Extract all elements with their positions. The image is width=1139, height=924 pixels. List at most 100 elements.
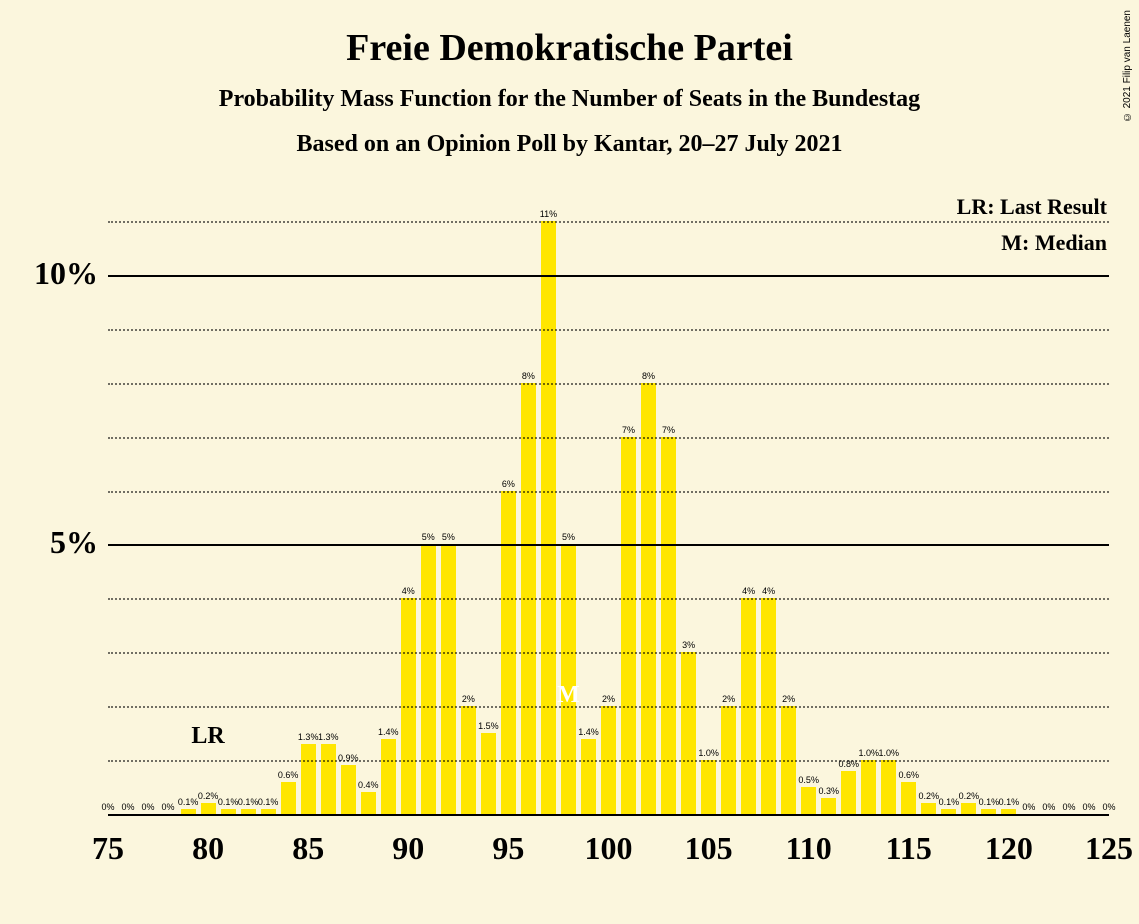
gridline-minor (108, 652, 1109, 654)
bar (381, 739, 396, 814)
bar (821, 798, 836, 814)
chart-subtitle-2: Based on an Opinion Poll by Kantar, 20–2… (0, 131, 1139, 158)
bar-value-label: 1.4% (378, 727, 399, 737)
bar-value-label: 11% (540, 209, 557, 219)
bar-value-label: 1.0% (879, 748, 900, 758)
bar-value-label: 4% (762, 586, 775, 596)
bar-value-label: 0.6% (278, 770, 299, 780)
bar-value-label: 0% (162, 802, 175, 812)
bar-value-label: 0.1% (939, 797, 960, 807)
bar (681, 652, 696, 814)
bar (341, 765, 356, 814)
bar-value-label: 8% (522, 371, 535, 381)
bar-value-label: 3% (682, 640, 695, 650)
bar-value-label: 4% (742, 586, 755, 596)
bar-value-label: 5% (422, 532, 435, 542)
bar-value-label: 0.1% (258, 797, 279, 807)
bar-value-label: 2% (722, 694, 735, 704)
bar-value-label: 2% (602, 694, 615, 704)
bar (581, 739, 596, 814)
bar (441, 544, 456, 814)
y-axis-label: 10% (8, 255, 98, 292)
bar-value-label: 2% (462, 694, 475, 704)
bar-value-label: 7% (622, 425, 635, 435)
bar-value-label: 5% (442, 532, 455, 542)
x-axis-label: 95 (492, 830, 524, 867)
bar-value-label: 8% (642, 371, 655, 381)
bar (421, 544, 436, 814)
bar (621, 437, 636, 814)
x-axis-label: 105 (685, 830, 733, 867)
bar (561, 544, 576, 814)
bar-value-label: 1.4% (578, 727, 599, 737)
chart-title: Freie Demokratische Partei (0, 26, 1139, 70)
x-axis-label: 120 (985, 830, 1033, 867)
bar-value-label: 1.3% (298, 732, 319, 742)
bar-value-label: 1.0% (698, 748, 719, 758)
bar-value-label: 0% (1042, 802, 1055, 812)
copyright-text: © 2021 Filip van Laenen (1122, 10, 1133, 122)
gridline-major (108, 814, 1109, 816)
gridline-minor (108, 329, 1109, 331)
bar-value-label: 0.2% (959, 791, 980, 801)
annotation-median: M (557, 682, 580, 709)
bar-value-label: 6% (502, 479, 515, 489)
x-axis-label: 80 (192, 830, 224, 867)
y-axis-label: 5% (8, 524, 98, 561)
gridline-minor (108, 383, 1109, 385)
bar-value-label: 0% (1022, 802, 1035, 812)
x-axis-label: 125 (1085, 830, 1133, 867)
bar-value-label: 0.2% (198, 791, 219, 801)
bar-value-label: 1.0% (858, 748, 879, 758)
bar-value-label: 0% (1082, 802, 1095, 812)
bars-container: 0%0%0%0%0.1%0.2%0.1%0.1%0.1%0.6%1.3%1.3%… (108, 194, 1109, 814)
bar (841, 771, 856, 814)
x-axis-label: 75 (92, 830, 124, 867)
bar-value-label: 0.1% (218, 797, 239, 807)
bar (881, 760, 896, 814)
plot-area: 0%0%0%0%0.1%0.2%0.1%0.1%0.1%0.6%1.3%1.3%… (108, 194, 1109, 814)
x-axis-label: 90 (392, 830, 424, 867)
bar-value-label: 0.4% (358, 780, 379, 790)
bar-value-label: 0.1% (999, 797, 1020, 807)
x-axis-label: 100 (585, 830, 633, 867)
gridline-minor (108, 598, 1109, 600)
bar-value-label: 1.5% (478, 721, 499, 731)
x-axis-label: 110 (786, 830, 832, 867)
bar-value-label: 0% (101, 802, 114, 812)
gridline-major (108, 544, 1109, 546)
bar (201, 803, 216, 814)
bar-value-label: 4% (402, 586, 415, 596)
bar-value-label: 0.6% (899, 770, 920, 780)
bar (701, 760, 716, 814)
title-block: Freie Demokratische Partei Probability M… (0, 0, 1139, 158)
x-axis-label: 85 (292, 830, 324, 867)
bar (901, 782, 916, 814)
bar (481, 733, 496, 814)
bar-value-label: 0.1% (979, 797, 1000, 807)
bar-value-label: 7% (662, 425, 675, 435)
bar-value-label: 5% (562, 532, 575, 542)
bar-value-label: 0.2% (919, 791, 940, 801)
gridline-minor (108, 760, 1109, 762)
bar (801, 787, 816, 814)
bar (361, 792, 376, 814)
bar-value-label: 0.5% (798, 775, 819, 785)
bar-value-label: 0% (122, 802, 135, 812)
bar-value-label: 2% (782, 694, 795, 704)
bar (921, 803, 936, 814)
bar (301, 744, 316, 814)
bar (321, 744, 336, 814)
bar-value-label: 0.1% (238, 797, 259, 807)
bar (281, 782, 296, 814)
bar-value-label: 0% (1102, 802, 1115, 812)
gridline-minor (108, 706, 1109, 708)
bar-value-label: 0.3% (818, 786, 839, 796)
annotation-lr: LR (191, 723, 224, 750)
bar-value-label: 0% (1062, 802, 1075, 812)
bar-value-label: 0.1% (178, 797, 199, 807)
bar (861, 760, 876, 814)
bar (541, 221, 556, 814)
bar (661, 437, 676, 814)
bar-value-label: 0% (142, 802, 155, 812)
